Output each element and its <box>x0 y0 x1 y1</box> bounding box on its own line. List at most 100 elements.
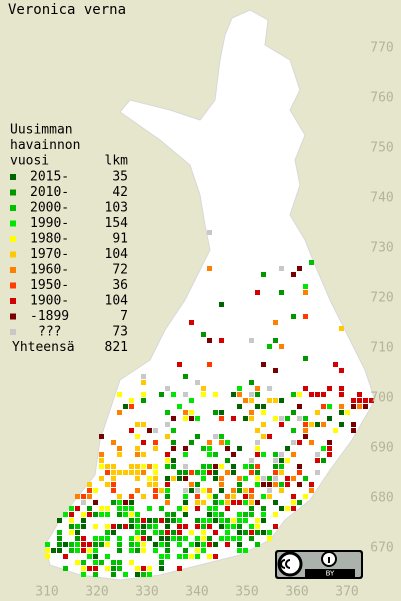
occurrence-cell <box>279 416 284 421</box>
occurrence-cell <box>351 398 356 403</box>
occurrence-cell <box>129 404 134 409</box>
occurrence-cell <box>279 488 284 493</box>
occurrence-cell <box>255 500 260 505</box>
legend-label: 1900- <box>30 294 69 309</box>
occurrence-cell <box>57 518 62 523</box>
occurrence-cell <box>207 464 212 469</box>
occurrence-cell <box>249 494 254 499</box>
occurrence-cell <box>249 524 254 529</box>
occurrence-cell <box>159 566 164 571</box>
occurrence-cell <box>279 452 284 457</box>
occurrence-cell <box>177 524 182 529</box>
occurrence-cell <box>117 452 122 457</box>
occurrence-cell <box>165 554 170 559</box>
occurrence-cell <box>291 410 296 415</box>
occurrence-cell <box>243 494 248 499</box>
occurrence-cell <box>303 494 308 499</box>
occurrence-cell <box>309 260 314 265</box>
occurrence-cell <box>129 542 134 547</box>
occurrence-cell <box>351 404 356 409</box>
occurrence-cell <box>105 464 110 469</box>
occurrence-cell <box>99 512 104 517</box>
occurrence-cell <box>261 422 266 427</box>
occurrence-cell <box>153 482 158 487</box>
occurrence-cell <box>225 500 230 505</box>
occurrence-cell <box>111 488 116 493</box>
occurrence-cell <box>315 452 320 457</box>
legend-header: vuosi <box>10 154 49 169</box>
occurrence-cell <box>255 428 260 433</box>
occurrence-cell <box>213 464 218 469</box>
occurrence-cell <box>237 482 242 487</box>
occurrence-cell <box>147 572 152 577</box>
occurrence-cell <box>147 464 152 469</box>
y-tick-label: 710 <box>370 341 393 356</box>
occurrence-cell <box>63 542 68 547</box>
occurrence-cell <box>195 542 200 547</box>
occurrence-cell <box>303 422 308 427</box>
occurrence-cell <box>75 560 80 565</box>
occurrence-cell <box>117 536 122 541</box>
occurrence-cell <box>87 506 92 511</box>
occurrence-cell <box>303 284 308 289</box>
occurrence-cell <box>315 422 320 427</box>
occurrence-cell <box>195 524 200 529</box>
occurrence-cell <box>291 506 296 511</box>
occurrence-cell <box>153 518 158 523</box>
occurrence-cell <box>189 554 194 559</box>
occurrence-cell <box>255 482 260 487</box>
occurrence-cell <box>81 560 86 565</box>
occurrence-cell <box>363 404 368 409</box>
occurrence-cell <box>177 470 182 475</box>
occurrence-cell <box>195 518 200 523</box>
occurrence-cell <box>153 488 158 493</box>
occurrence-cell <box>285 476 290 481</box>
occurrence-cell <box>291 476 296 481</box>
occurrence-cell <box>255 386 260 391</box>
occurrence-cell <box>45 554 50 559</box>
occurrence-cell <box>273 458 278 463</box>
occurrence-cell <box>165 488 170 493</box>
legend-swatch <box>10 236 16 242</box>
occurrence-cell <box>273 500 278 505</box>
legend-count: 91 <box>112 232 128 247</box>
legend-label: -1899 <box>30 309 69 324</box>
occurrence-cell <box>327 446 332 451</box>
occurrence-cell <box>165 476 170 481</box>
occurrence-cell <box>111 482 116 487</box>
occurrence-cell <box>237 518 242 523</box>
occurrence-cell <box>195 500 200 505</box>
occurrence-cell <box>141 542 146 547</box>
occurrence-cell <box>141 440 146 445</box>
occurrence-cell <box>339 386 344 391</box>
legend-count: 104 <box>105 247 129 262</box>
occurrence-cell <box>123 572 128 577</box>
occurrence-cell <box>135 524 140 529</box>
occurrence-cell <box>189 398 194 403</box>
occurrence-cell <box>57 548 62 553</box>
occurrence-cell <box>219 434 224 439</box>
occurrence-cell <box>171 446 176 451</box>
occurrence-cell <box>183 494 188 499</box>
occurrence-cell <box>201 524 206 529</box>
occurrence-cell <box>195 488 200 493</box>
occurrence-cell <box>231 536 236 541</box>
occurrence-cell <box>147 536 152 541</box>
occurrence-cell <box>219 416 224 421</box>
occurrence-cell <box>261 404 266 409</box>
y-tick-label: 750 <box>370 141 393 156</box>
occurrence-cell <box>165 500 170 505</box>
occurrence-cell <box>141 536 146 541</box>
occurrence-cell <box>243 500 248 505</box>
occurrence-cell <box>219 476 224 481</box>
occurrence-cell <box>117 524 122 529</box>
occurrence-cell <box>285 482 290 487</box>
occurrence-cell <box>201 518 206 523</box>
occurrence-cell <box>255 524 260 529</box>
occurrence-cell <box>225 458 230 463</box>
occurrence-cell <box>135 512 140 517</box>
occurrence-cell <box>81 500 86 505</box>
occurrence-cell <box>141 524 146 529</box>
occurrence-cell <box>87 554 92 559</box>
x-tick-label: 370 <box>335 585 358 600</box>
